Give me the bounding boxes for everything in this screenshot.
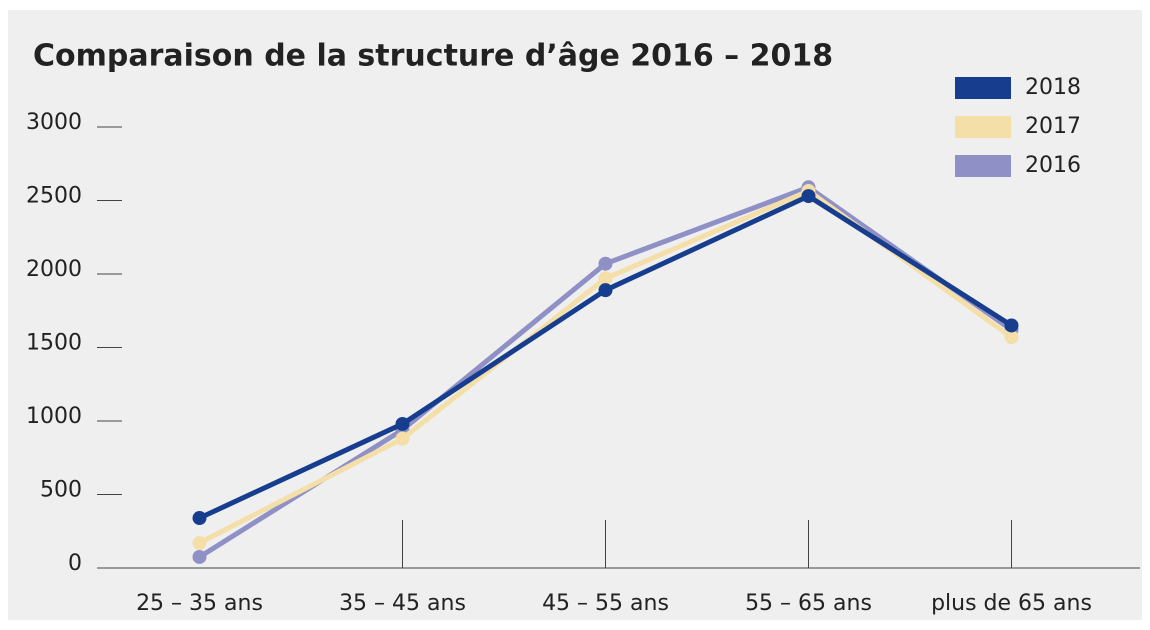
legend-label: 2017 xyxy=(1025,114,1081,139)
x-tick-label: 25 – 35 ans xyxy=(136,591,263,616)
point xyxy=(1004,330,1019,345)
x-tick-label: 35 – 45 ans xyxy=(339,591,466,616)
point xyxy=(395,431,410,446)
point xyxy=(192,536,207,551)
point xyxy=(395,416,410,431)
point xyxy=(192,511,207,526)
point xyxy=(598,256,613,271)
x-tick-label: 45 – 55 ans xyxy=(542,591,669,616)
point xyxy=(192,549,207,564)
chart-background xyxy=(8,10,1142,620)
point xyxy=(598,283,613,298)
y-tick-label: 500 xyxy=(40,478,82,503)
y-tick-label: 3000 xyxy=(26,110,82,135)
legend-label: 2018 xyxy=(1025,75,1081,100)
legend-swatch xyxy=(955,116,1011,138)
x-tick-label: plus de 65 ans xyxy=(931,591,1092,616)
legend-swatch xyxy=(955,155,1011,177)
legend-swatch xyxy=(955,77,1011,99)
legend-label: 2016 xyxy=(1025,153,1081,178)
y-tick-label: 0 xyxy=(68,551,82,576)
y-tick-label: 2500 xyxy=(26,184,82,209)
y-tick-label: 1500 xyxy=(26,331,82,356)
y-tick-label: 1000 xyxy=(26,404,82,429)
x-tick-label: 55 – 65 ans xyxy=(745,591,872,616)
point xyxy=(1004,318,1019,333)
point xyxy=(801,189,816,204)
y-tick-label: 2000 xyxy=(26,257,82,282)
chart-title: Comparaison de la structure d’âge 2016 –… xyxy=(33,39,833,74)
point xyxy=(598,271,613,286)
